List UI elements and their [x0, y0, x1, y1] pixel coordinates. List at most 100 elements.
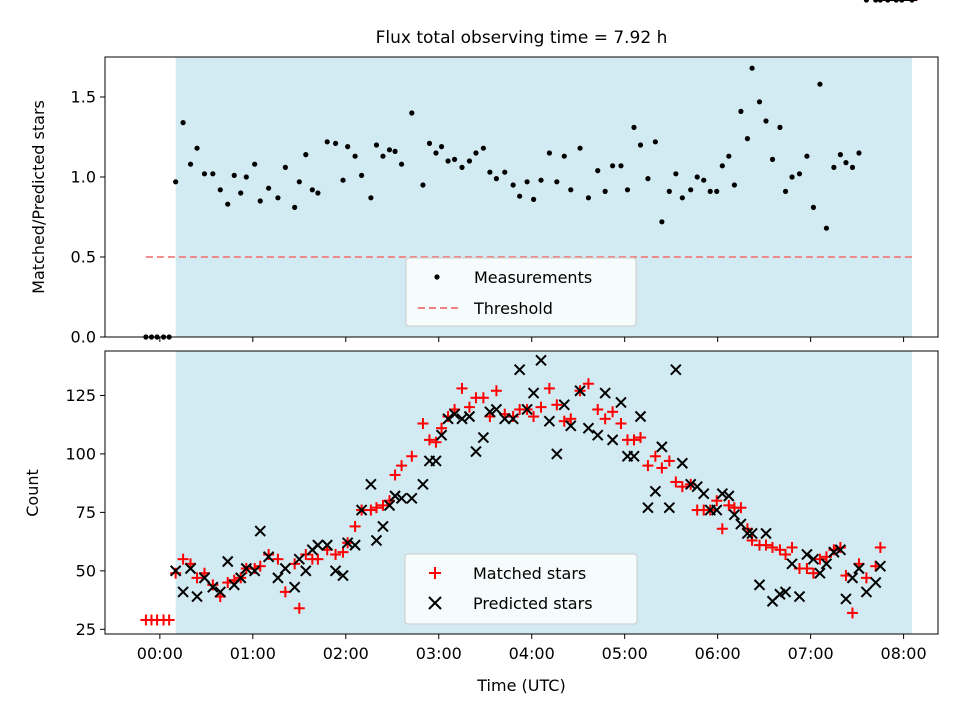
- predicted-star-point: [793, 590, 806, 603]
- matched-star-point: [272, 553, 284, 565]
- predicted-star-point: [222, 555, 234, 568]
- matched-star-point: [670, 476, 682, 488]
- predicted-star-point: [406, 492, 418, 505]
- matched-star-point: [607, 406, 619, 418]
- predicted-star-point: [169, 565, 182, 577]
- predicted-star-point: [262, 551, 275, 563]
- matched-star-point: [436, 422, 448, 434]
- predicted-star-point: [582, 422, 595, 434]
- predicted-star-point: [606, 434, 619, 446]
- matched-star-point: [582, 378, 594, 390]
- measurement-point: [637, 142, 644, 148]
- predicted-star-point: [448, 408, 461, 420]
- measurement-point: [796, 171, 803, 177]
- measurement-point: [631, 124, 637, 130]
- matched-star-point: [177, 553, 189, 565]
- predicted-star-point: [741, 527, 754, 540]
- predicted-star-point: [470, 445, 482, 458]
- measurement-point: [856, 150, 862, 156]
- top-y-ticks: 0.0 0.5 1.0 1.5: [71, 88, 105, 347]
- top-y-axis-label: Matched/Predicted stars: [29, 100, 48, 294]
- y-tick-label: 100: [65, 444, 96, 463]
- bottom-axes-frame: [104, 350, 939, 635]
- matched-star-point: [423, 434, 435, 446]
- matched-star-point: [551, 399, 563, 411]
- measurement-point: [726, 153, 732, 159]
- predicted-star-point: [760, 527, 772, 540]
- measurement-point: [282, 164, 288, 170]
- measurement-point: [831, 164, 837, 170]
- matched-star-point: [490, 385, 502, 397]
- measurement-point: [173, 179, 179, 185]
- measurement-point: [210, 171, 216, 177]
- matched-star-point: [477, 392, 489, 404]
- matched-star-point: [337, 546, 349, 558]
- matched-star-point: [592, 403, 604, 415]
- measurement-point: [577, 145, 583, 151]
- predicted-star-point: [484, 406, 496, 418]
- measurement-legend-marker: [434, 274, 440, 280]
- measurement-point: [610, 163, 616, 169]
- bottom-legend-box: [404, 553, 638, 625]
- predicted-star-point: [753, 579, 766, 591]
- predicted-star-point: [513, 364, 526, 376]
- measurement-legend-label: Measurements: [474, 268, 592, 287]
- measurement-point: [231, 172, 237, 178]
- measurement-point: [744, 136, 751, 142]
- matched-star-point: [279, 586, 291, 598]
- predicted-star-point: [642, 501, 654, 514]
- matched-star-point: [807, 567, 819, 579]
- matched-star-point: [191, 572, 203, 584]
- predicted-star-point: [711, 504, 723, 516]
- measurement-point: [275, 195, 281, 201]
- measurement-point: [292, 204, 298, 210]
- measurement-point: [358, 172, 365, 178]
- top-panel: 0.0 0.5 1.0 1.5 Matched/Predicted stars Mea…: [29, 0, 939, 347]
- predicted-star-point: [177, 586, 189, 598]
- matched-star-point: [874, 541, 886, 553]
- predicted-star-point: [874, 560, 887, 572]
- predicted-star-point: [574, 385, 586, 397]
- measurement-point: [201, 171, 208, 177]
- measurement-point: [257, 198, 263, 204]
- measurement-point: [782, 188, 789, 194]
- top-legend-box: [405, 257, 637, 327]
- x-tick-label: 01:00: [230, 644, 276, 663]
- predicted-star-point: [477, 431, 490, 444]
- predicted-star-point: [670, 364, 682, 376]
- predicted-star-point: [860, 586, 873, 598]
- y-tick-label: 25: [76, 620, 96, 639]
- predicted-star-point: [735, 518, 747, 530]
- measurement-point: [502, 169, 508, 175]
- predicted-star-point: [779, 586, 792, 598]
- measurement-point: [679, 195, 685, 201]
- matched-star-point: [656, 462, 668, 474]
- measurement-point: [777, 124, 783, 130]
- measurement-point: [756, 99, 763, 105]
- predicted-star-point: [565, 420, 577, 432]
- measurement-point: [324, 139, 330, 145]
- measurement-point: [309, 187, 315, 193]
- measurement-point: [731, 182, 737, 188]
- predicted-star-point: [377, 520, 389, 533]
- matched-star-point: [711, 495, 723, 507]
- matched-star-point: [628, 434, 640, 446]
- predicted-star-point: [521, 403, 533, 416]
- predicted-star-point: [746, 527, 758, 540]
- matched-star-point: [635, 432, 646, 444]
- measurement-point: [763, 118, 769, 124]
- predicted-star-point: [490, 403, 503, 416]
- measurement-point: [707, 188, 713, 194]
- measurement-point: [225, 201, 231, 207]
- predicted-star-point: [820, 558, 833, 570]
- bottom-x-ticks: 00:00 01:00 02:00 03:00 04:00 05:00 06:00 07:00…: [137, 634, 927, 663]
- predicted-legend-marker: [428, 596, 442, 610]
- matched-star-point: [676, 481, 688, 493]
- x-tick-label: 00:00: [137, 644, 183, 663]
- matched-star-point: [642, 460, 654, 472]
- predicted-star-point: [214, 586, 226, 598]
- matched-star-point: [780, 548, 792, 560]
- predicted-star-point: [676, 457, 689, 469]
- measurement-point: [459, 164, 465, 170]
- top-axes-frame: [104, 56, 939, 338]
